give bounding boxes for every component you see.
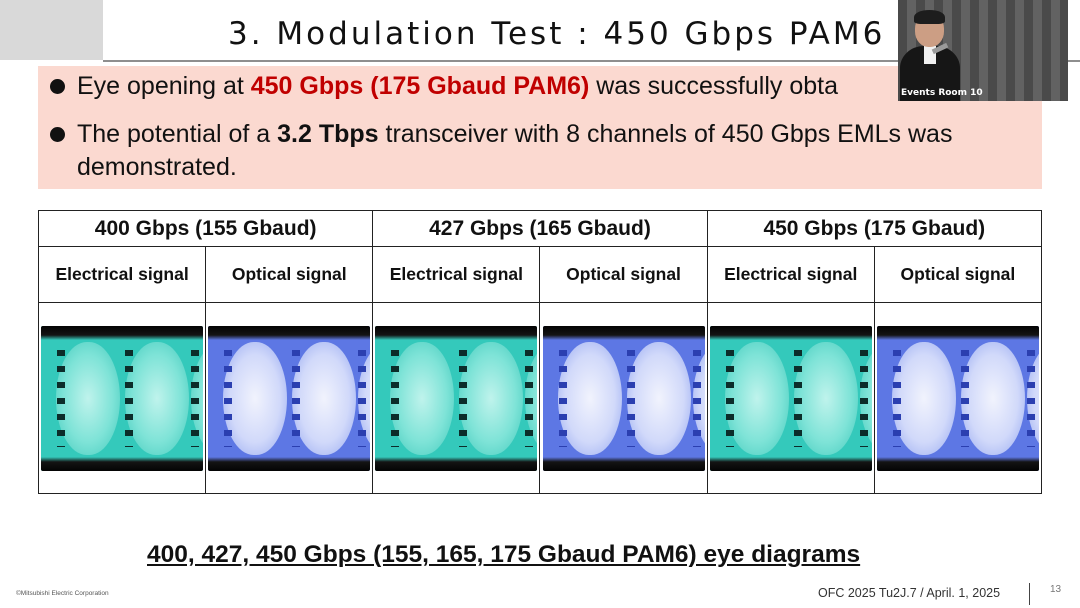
- signal-header-electrical: Electrical signal: [706, 246, 875, 304]
- eye-cell-427g-electrical: [372, 302, 541, 494]
- page-number: 13: [1050, 584, 1062, 595]
- corner-block: [0, 0, 103, 60]
- eye-diagram-table: 400 Gbps (155 Gbaud) 427 Gbps (165 Gbaud…: [37, 209, 1043, 494]
- eye-cell-400g-optical: [205, 302, 374, 494]
- summary-box: Eye opening at 450 Gbps (175 Gbaud PAM6)…: [38, 66, 1042, 189]
- conference-info: OFC 2025 Tu2J.7 / April. 1, 2025: [818, 586, 1001, 600]
- group-header-400g: 400 Gbps (155 Gbaud): [37, 209, 374, 248]
- bullet-dot-icon: [50, 127, 65, 142]
- bullet-text: Eye opening at 450 Gbps (175 Gbaud PAM6)…: [50, 70, 1025, 103]
- eye-cell-427g-optical: [539, 302, 708, 494]
- signal-header-electrical: Electrical signal: [372, 246, 541, 304]
- group-header-427g: 427 Gbps (165 Gbaud): [372, 209, 708, 248]
- bullet-highlight: 450 Gbps (175 Gbaud PAM6): [250, 72, 590, 100]
- bullet-text-after: transceiver with 8 channels of 450 Gbps …: [77, 120, 953, 181]
- eye-diagram-optical-400g: [208, 325, 371, 471]
- eye-cell-450g-electrical: [706, 302, 875, 494]
- signal-header-optical: Optical signal: [539, 246, 708, 304]
- bullet-text-before: Eye opening at: [77, 72, 251, 100]
- signal-header-electrical: Electrical signal: [37, 246, 207, 304]
- eye-cell-400g-electrical: [37, 302, 207, 494]
- bullet-text-after: was successfully obta: [589, 72, 838, 100]
- eye-diagram-optical-427g: [542, 325, 705, 471]
- bullet-highlight: 3.2 Tbps: [277, 120, 379, 148]
- room-label: Events Room 10: [901, 88, 983, 98]
- signal-header-optical: Optical signal: [205, 246, 374, 304]
- speaker-video-overlay[interactable]: Events Room 10: [898, 0, 1068, 101]
- signal-header-optical: Optical signal: [873, 246, 1043, 304]
- slide-title: 3. Modulation Test : 450 Gbps PAM6: [228, 16, 886, 52]
- eye-diagram-electrical-400g: [41, 325, 204, 471]
- eye-cell-450g-optical: [873, 302, 1043, 494]
- group-header-450g: 450 Gbps (175 Gbaud): [706, 209, 1043, 248]
- bullet-transceiver-potential: The potential of a 3.2 Tbps transceiver …: [50, 118, 1025, 184]
- footer-divider: [1029, 583, 1030, 605]
- eye-diagram-electrical-450g: [709, 325, 872, 471]
- bullet-dot-icon: [50, 79, 65, 94]
- eye-diagram-electrical-427g: [375, 325, 538, 471]
- bullet-text: The potential of a 3.2 Tbps transceiver …: [50, 118, 1025, 184]
- eye-diagram-optical-450g: [876, 325, 1039, 471]
- bullet-text-before: The potential of a: [77, 120, 278, 148]
- copyright-text: ©Mitsubishi Electric Corporation: [16, 590, 109, 597]
- speaker-hair: [914, 10, 945, 24]
- bullet-eye-opening: Eye opening at 450 Gbps (175 Gbaud PAM6)…: [50, 70, 1025, 103]
- figure-caption: 400, 427, 450 Gbps (155, 165, 175 Gbaud …: [147, 541, 861, 568]
